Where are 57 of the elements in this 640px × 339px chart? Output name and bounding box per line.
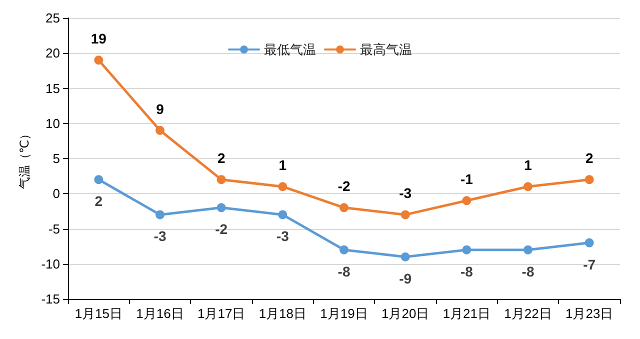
point bbox=[584, 175, 594, 184]
data-label: 2 bbox=[585, 150, 594, 166]
data-label: -8 bbox=[460, 263, 474, 280]
y-axis-title: 气温（℃） bbox=[17, 128, 32, 190]
x-tick-label: 1月16日 bbox=[136, 306, 184, 321]
point bbox=[340, 245, 348, 254]
point bbox=[278, 182, 288, 192]
data-label: -2 bbox=[338, 178, 350, 194]
point bbox=[94, 175, 104, 184]
point bbox=[462, 245, 472, 254]
x-tick-label: 1月19日 bbox=[320, 306, 368, 321]
data-label: -2 bbox=[215, 221, 228, 238]
y-tick-label: 20 bbox=[46, 46, 60, 61]
x-tick-label: 1月22日 bbox=[504, 306, 552, 321]
y-tick-label: 0 bbox=[52, 186, 60, 202]
y-tick-label: 25 bbox=[46, 10, 60, 26]
point bbox=[524, 182, 532, 192]
point bbox=[340, 203, 348, 212]
data-label: 19 bbox=[90, 30, 107, 47]
y-tick-label: 5 bbox=[52, 151, 60, 166]
point bbox=[94, 56, 104, 65]
x-tick-label: 1月23日 bbox=[565, 306, 614, 321]
data-label: 1 bbox=[524, 157, 532, 174]
data-label: -3 bbox=[399, 185, 412, 202]
x-tick-label: 1月17日 bbox=[197, 306, 246, 321]
y-tick-label: -5 bbox=[48, 221, 60, 236]
legend-label: 最高气温 bbox=[360, 42, 412, 57]
data-label: -8 bbox=[338, 263, 350, 280]
point bbox=[156, 126, 164, 135]
point bbox=[216, 203, 226, 212]
data-label: -7 bbox=[583, 256, 596, 272]
data-label: -1 bbox=[460, 171, 474, 188]
point bbox=[400, 252, 410, 262]
x-tick-label: 1月15日 bbox=[74, 306, 123, 321]
data-label: 1 bbox=[278, 157, 287, 174]
point bbox=[462, 196, 472, 206]
data-label: -3 bbox=[154, 228, 166, 244]
data-label: 2 bbox=[94, 193, 103, 210]
point bbox=[584, 238, 594, 248]
data-label: -8 bbox=[522, 263, 534, 280]
point bbox=[400, 210, 410, 220]
point bbox=[216, 175, 226, 184]
y-tick-label: 10 bbox=[46, 116, 60, 131]
data-label: -3 bbox=[276, 228, 290, 244]
data-label: 2 bbox=[217, 150, 226, 166]
point bbox=[156, 210, 164, 220]
x-tick-label: 1月18日 bbox=[258, 306, 307, 321]
x-tick-label: 1月20日 bbox=[381, 306, 430, 321]
y-tick-label: -15 bbox=[41, 292, 60, 306]
point bbox=[278, 210, 288, 220]
x-tick-label: 1月21日 bbox=[442, 306, 491, 321]
data-label: -9 bbox=[399, 270, 412, 286]
point bbox=[524, 245, 532, 254]
data-label: 9 bbox=[156, 100, 164, 117]
legend-label: 最低气温 bbox=[264, 42, 316, 57]
y-tick-label: -10 bbox=[41, 256, 60, 272]
y-tick-label: 15 bbox=[46, 80, 60, 96]
